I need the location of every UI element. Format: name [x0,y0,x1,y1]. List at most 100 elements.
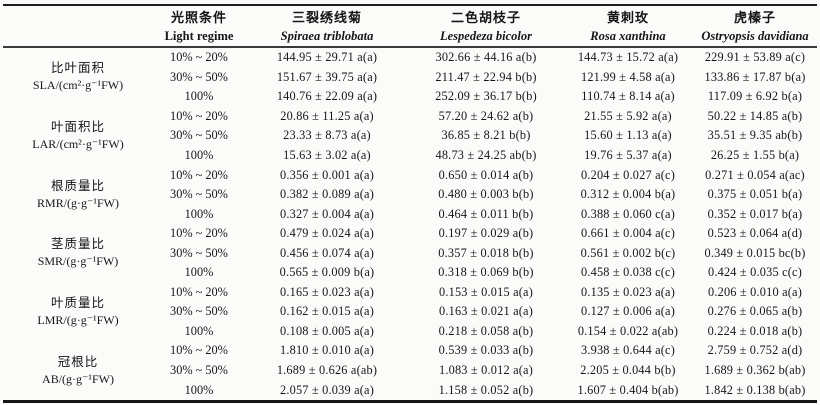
value-cell: 0.456 ± 0.074 a(a) [279,245,374,260]
value-cell: 1.083 ± 0.012 a(a) [438,363,533,378]
row-group-label: 冠根比 AB/(g·g⁻¹FW) [3,341,153,401]
value-cell: 0.458 ± 0.038 c(c) [580,265,675,280]
group-name-cn: 比叶面积 [50,61,105,76]
species-name-latin: Spiraea triblobata [280,28,374,43]
value-cell: 0.204 ± 0.027 a(c) [580,167,675,182]
value-cell: 2.057 ± 0.039 a(a) [279,382,374,397]
species-name-cn: 虎榛子 [733,9,776,25]
species-name-cn: 二色胡枝子 [450,9,521,25]
group-unit-label: RMR/(g·g⁻¹FW) [37,195,119,210]
table-row: 100% 140.76 ± 22.09 a(a) 252.09 ± 36.17 b(… [3,87,817,107]
table-row: 100% 0.565 ± 0.009 b(a) 0.318 ± 0.069 b(b)… [3,263,817,283]
value-cell: 48.73 ± 24.25 ab(b) [435,148,537,162]
table-row: 100% 2.057 ± 0.039 a(a) 1.158 ± 0.052 a(b)… [3,380,817,401]
value-cell: 0.480 ± 0.003 b(b) [438,187,534,202]
value-cell: 35.51 ± 9.35 ab(b) [707,128,803,143]
table-row: 比叶面积 SLA/(cm²·g⁻¹FW) 10% ~ 20% 144.95 ± 29.… [3,47,817,92]
value-cell: 0.162 ± 0.015 a(a) [279,304,374,319]
value-cell: 0.165 ± 0.023 a(a) [279,284,374,299]
value-cell: 0.661 ± 0.004 a(c) [580,226,675,241]
table-row: 冠根比 AB/(g·g⁻¹FW) 10% ~ 20% 1.810 ± 0.010 a(… [3,341,817,385]
header-light-en: Light regime [164,28,234,43]
value-cell: 0.154 ± 0.022 a(ab) [577,323,679,338]
plant-traits-table: 光照条件 Light regime 三裂绣线菊 Spiraea tribloba… [3,4,817,403]
value-cell: 229.91 ± 53.89 a(c) [704,50,806,65]
table-row: 30% ~ 50% 0.382 ± 0.089 a(a) 0.480 ± 0.003… [3,185,817,205]
table-row: 30% ~ 50% 151.67 ± 39.75 a(a) 211.47 ± 22.… [3,68,817,88]
group-name-cn: 根质量比 [50,178,105,193]
species-name-latin: Rosa xanthina [590,28,666,43]
light-regime-cell: 10% ~ 20% [170,50,228,65]
table-row: 30% ~ 50% 0.162 ± 0.015 a(a) 0.163 ± 0.021… [3,302,817,322]
value-cell: 0.352 ± 0.017 b(a) [707,206,803,221]
table-row: 叶面积比 LAR/(cm²·g⁻¹FW) 10% ~ 20% 20.86 ± 11.2… [3,107,817,151]
row-group-label: 比叶面积 SLA/(cm²·g⁻¹FW) [3,47,153,107]
value-cell: 0.349 ± 0.015 bc(b) [704,245,806,260]
light-regime-cell: 30% ~ 50% [170,187,228,202]
value-cell: 140.76 ± 22.09 a(a) [276,89,378,104]
value-cell: 0.206 ± 0.010 a(a) [707,284,802,299]
value-cell: 121.99 ± 4.58 a(a) [580,69,675,84]
value-cell: 0.523 ± 0.064 a(d) [707,226,803,241]
value-cell: 20.86 ± 11.25 a(a) [280,108,374,123]
value-cell: 0.565 ± 0.009 b(a) [279,265,375,280]
value-cell: 1.607 ± 0.404 b(ab) [577,382,679,397]
header-species-lespedeza: 二色胡枝子 Lespedeza bicolor [409,5,563,47]
light-regime-cell: 30% ~ 50% [170,245,228,260]
light-regime-cell: 100% [184,148,214,162]
value-cell: 26.25 ± 1.55 b(a) [710,148,800,162]
table-row: 30% ~ 50% 0.456 ± 0.074 a(a) 0.357 ± 0.018… [3,243,817,263]
value-cell: 0.153 ± 0.015 a(a) [438,284,533,299]
species-name-cn: 黄刺玫 [606,9,649,25]
light-regime-cell: 10% ~ 20% [170,108,228,123]
value-cell: 0.479 ± 0.024 a(a) [279,226,374,241]
value-cell: 2.759 ± 0.752 a(d) [707,343,803,358]
table-row: 30% ~ 50% 1.689 ± 0.626 a(ab) 1.083 ± 0.01… [3,361,817,381]
group-name-cn: 叶质量比 [50,295,105,310]
value-cell: 36.85 ± 8.21 b(b) [441,128,531,143]
value-cell: 23.33 ± 8.73 a(a) [283,128,371,143]
value-cell: 0.539 ± 0.033 a(b) [438,343,534,358]
row-group-label: 叶质量比 LMR/(g·g⁻¹FW) [3,283,153,342]
group-unit-label: AB/(g·g⁻¹FW) [42,371,114,386]
value-cell: 0.135 ± 0.023 a(a) [580,284,675,299]
group-name-cn: 叶面积比 [50,119,105,134]
value-cell: 0.218 ± 0.058 a(b) [438,323,534,338]
value-cell: 117.09 ± 6.92 b(a) [707,89,803,104]
group-unit-label: LAR/(cm²·g⁻¹FW) [32,136,124,151]
row-group-label: 茎质量比 SMR/(g·g⁻¹FW) [3,224,153,283]
value-cell: 21.55 ± 5.92 a(a) [584,108,672,123]
value-cell: 15.63 ± 3.02 a(a) [283,148,371,162]
value-cell: 0.382 ± 0.089 a(a) [279,187,374,202]
value-cell: 57.20 ± 24.62 a(b) [438,108,534,123]
header-species-ostryopsis: 虎榛子 Ostryopsis davidiana [693,5,817,47]
value-cell: 0.356 ± 0.001 a(a) [279,167,374,182]
value-cell: 0.163 ± 0.021 a(a) [438,304,533,319]
table-row: 叶质量比 LMR/(g·g⁻¹FW) 10% ~ 20% 0.165 ± 0.023 … [3,283,817,327]
value-cell: 0.561 ± 0.002 b(c) [580,245,676,260]
light-regime-cell: 10% ~ 20% [170,167,228,182]
light-regime-cell: 30% ~ 50% [170,304,228,319]
value-cell: 151.67 ± 39.75 a(a) [276,69,378,84]
value-cell: 0.424 ± 0.035 c(c) [707,265,802,280]
value-cell: 0.388 ± 0.060 c(a) [580,206,675,221]
value-cell: 2.205 ± 0.044 b(b) [580,363,676,378]
value-cell: 1.842 ± 0.138 b(ab) [704,382,806,397]
value-cell: 3.938 ± 0.644 a(c) [580,343,675,358]
value-cell: 1.158 ± 0.052 a(b) [438,382,534,397]
light-regime-cell: 10% ~ 20% [170,284,228,299]
group-name-cn: 茎质量比 [50,237,105,252]
light-regime-cell: 10% ~ 20% [170,343,228,358]
header-species-rosa: 黄刺玫 Rosa xanthina [563,5,693,47]
value-cell: 0.127 ± 0.006 a(a) [580,304,675,319]
row-group-label: 根质量比 RMR/(g·g⁻¹FW) [3,165,153,224]
group-unit-label: LMR/(g·g⁻¹FW) [37,312,119,327]
species-name-cn: 三裂绣线菊 [291,9,362,25]
row-group-label: 叶面积比 LAR/(cm²·g⁻¹FW) [3,107,153,166]
value-cell: 0.375 ± 0.051 b(a) [707,187,803,202]
table-row: 100% 0.108 ± 0.005 a(a) 0.218 ± 0.058 a(b)… [3,322,817,342]
species-name-latin: Ostryopsis davidiana [701,28,809,43]
group-unit-label: SMR/(g·g⁻¹FW) [37,254,119,269]
header-species-spiraea: 三裂绣线菊 Spiraea triblobata [245,5,409,47]
light-regime-cell: 100% [184,382,214,397]
